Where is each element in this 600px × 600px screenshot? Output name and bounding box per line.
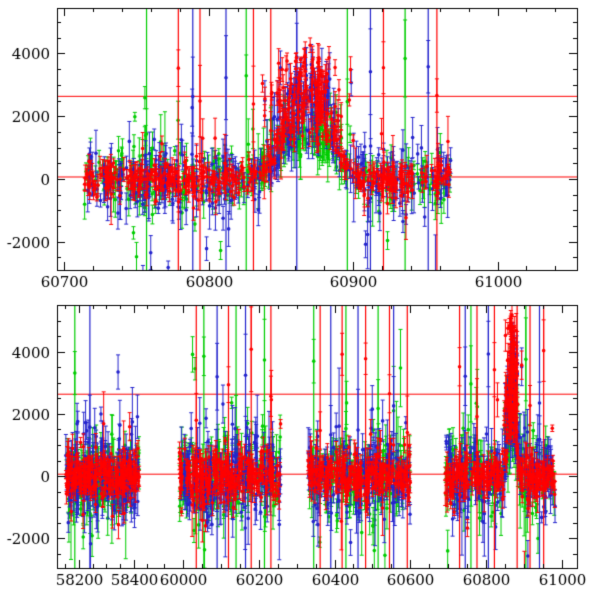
light-curve-figure xyxy=(0,0,600,600)
chart-canvas xyxy=(0,0,600,600)
